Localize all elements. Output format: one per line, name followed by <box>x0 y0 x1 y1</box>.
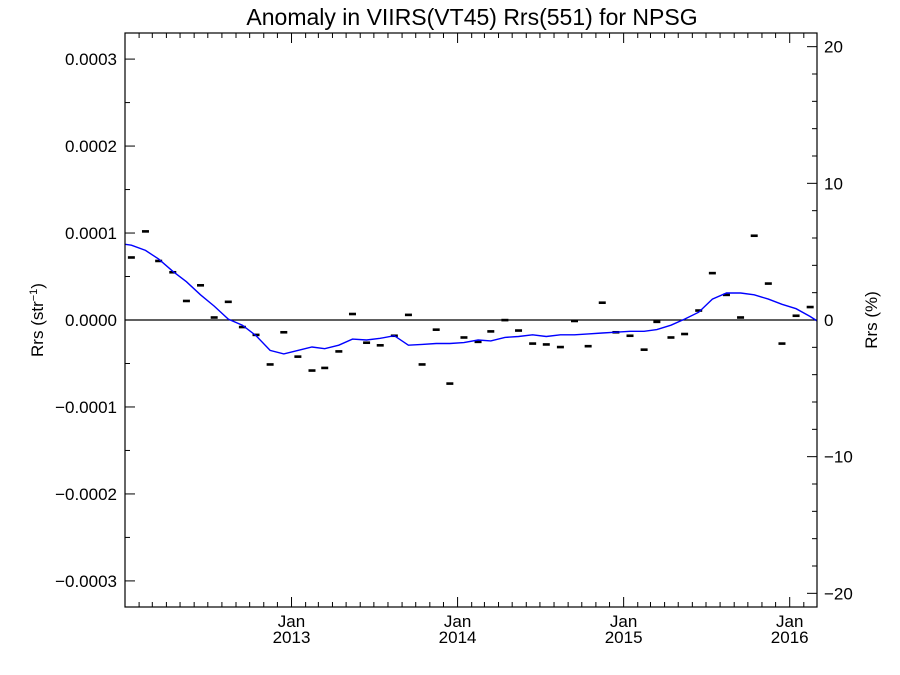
x-tick-label-month: Jan <box>444 612 471 631</box>
y-axis-left-label-main: Rrs (str <box>28 301 47 357</box>
anomaly-marker <box>321 366 329 370</box>
anomaly-marker <box>308 369 316 372</box>
y-left-tick-label: 0.0003 <box>65 50 117 69</box>
anomaly-marker <box>487 330 495 333</box>
anomaly-marker <box>446 382 454 385</box>
y-left-tick-label: −0.0001 <box>55 398 117 417</box>
anomaly-marker <box>750 234 758 238</box>
anomaly-marker <box>294 355 302 358</box>
anomaly-marker <box>348 312 356 316</box>
y-right-tick-label: 0 <box>824 311 833 330</box>
y-right-tick-label: 10 <box>824 174 843 193</box>
anomaly-marker <box>571 319 579 323</box>
y-axis-right-label: Rrs (%) <box>862 291 881 349</box>
x-tick-label-month: Jan <box>776 612 803 631</box>
y-left-tick-label: −0.0003 <box>55 572 117 591</box>
anomaly-marker <box>640 348 648 351</box>
anomaly-marker <box>695 309 703 312</box>
anomaly-marker <box>376 344 384 347</box>
plot-frame <box>124 32 818 608</box>
x-tick-label-month: Jan <box>278 612 305 631</box>
anomaly-marker <box>708 271 716 275</box>
y-left-tick-label: −0.0002 <box>55 485 117 504</box>
series-layer <box>124 230 818 385</box>
anomaly-marker <box>515 329 523 332</box>
x-tick-label-year: 2014 <box>439 628 477 647</box>
anomaly-marker <box>266 363 274 366</box>
anomaly-marker <box>542 343 550 346</box>
y-right-tick-label: −20 <box>824 584 853 603</box>
anomaly-marker <box>432 328 440 331</box>
anomaly-marker <box>806 305 814 309</box>
y-axis-left-ticks: 0.0003 0.0002 0.0001 0.0000 −0.0001 −0.0002 −0… <box>55 50 135 591</box>
anomaly-marker <box>418 363 426 366</box>
anomaly-marker <box>335 350 343 353</box>
anomaly-marker <box>529 342 537 345</box>
anomaly-marker <box>722 293 730 297</box>
anomaly-marker <box>363 341 371 345</box>
anomaly-marker <box>210 316 218 319</box>
anomaly-marker <box>224 300 232 304</box>
y-right-tick-label: 20 <box>824 38 843 57</box>
chart-title: Anomaly in VIIRS(VT45) Rrs(551) for NPSG <box>246 4 697 30</box>
y-axis-left-label-sup: −1 <box>28 289 40 302</box>
anomaly-marker <box>182 299 190 303</box>
y-left-tick-label: 0.0001 <box>65 224 117 243</box>
anomaly-marker <box>155 259 163 263</box>
x-tick-label-month: Jan <box>610 612 637 631</box>
x-tick-label-year: 2015 <box>605 628 643 647</box>
y-left-tick-label: 0.0000 <box>65 311 117 330</box>
y-axis-right-ticks: 20 10 0 −10 −20 <box>807 38 853 603</box>
anomaly-marker <box>598 301 606 305</box>
y-axis-left-label: Rrs (str−1) <box>28 283 47 357</box>
anomaly-marker <box>197 284 205 287</box>
anomaly-marker <box>667 336 675 339</box>
anomaly-marker <box>141 230 149 233</box>
anomaly-marker <box>474 340 482 344</box>
smoothed-anomaly-line <box>124 243 818 355</box>
anomaly-marker <box>501 318 509 322</box>
anomaly-marker <box>737 316 745 319</box>
anomaly-marker <box>404 313 412 317</box>
x-tick-label-year: 2016 <box>771 628 809 647</box>
y-right-tick-label: −10 <box>824 448 853 467</box>
anomaly-marker <box>280 330 288 334</box>
y-axis-left-label-end: ) <box>28 283 47 289</box>
y-left-tick-label: 0.0002 <box>65 137 117 156</box>
anomaly-marker <box>681 332 689 336</box>
anomaly-marker <box>238 325 246 329</box>
anomaly-marker <box>127 256 135 259</box>
x-tick-label-year: 2013 <box>273 628 311 647</box>
anomaly-marker <box>653 320 661 324</box>
anomaly-marker <box>584 344 592 348</box>
anomaly-marker <box>626 334 634 338</box>
anomaly-marker <box>556 345 564 349</box>
anomaly-marker <box>460 336 468 339</box>
anomaly-marker <box>764 282 772 285</box>
anomaly-marker <box>792 314 800 318</box>
anomaly-marker <box>169 270 177 274</box>
anomaly-marker <box>778 342 786 345</box>
